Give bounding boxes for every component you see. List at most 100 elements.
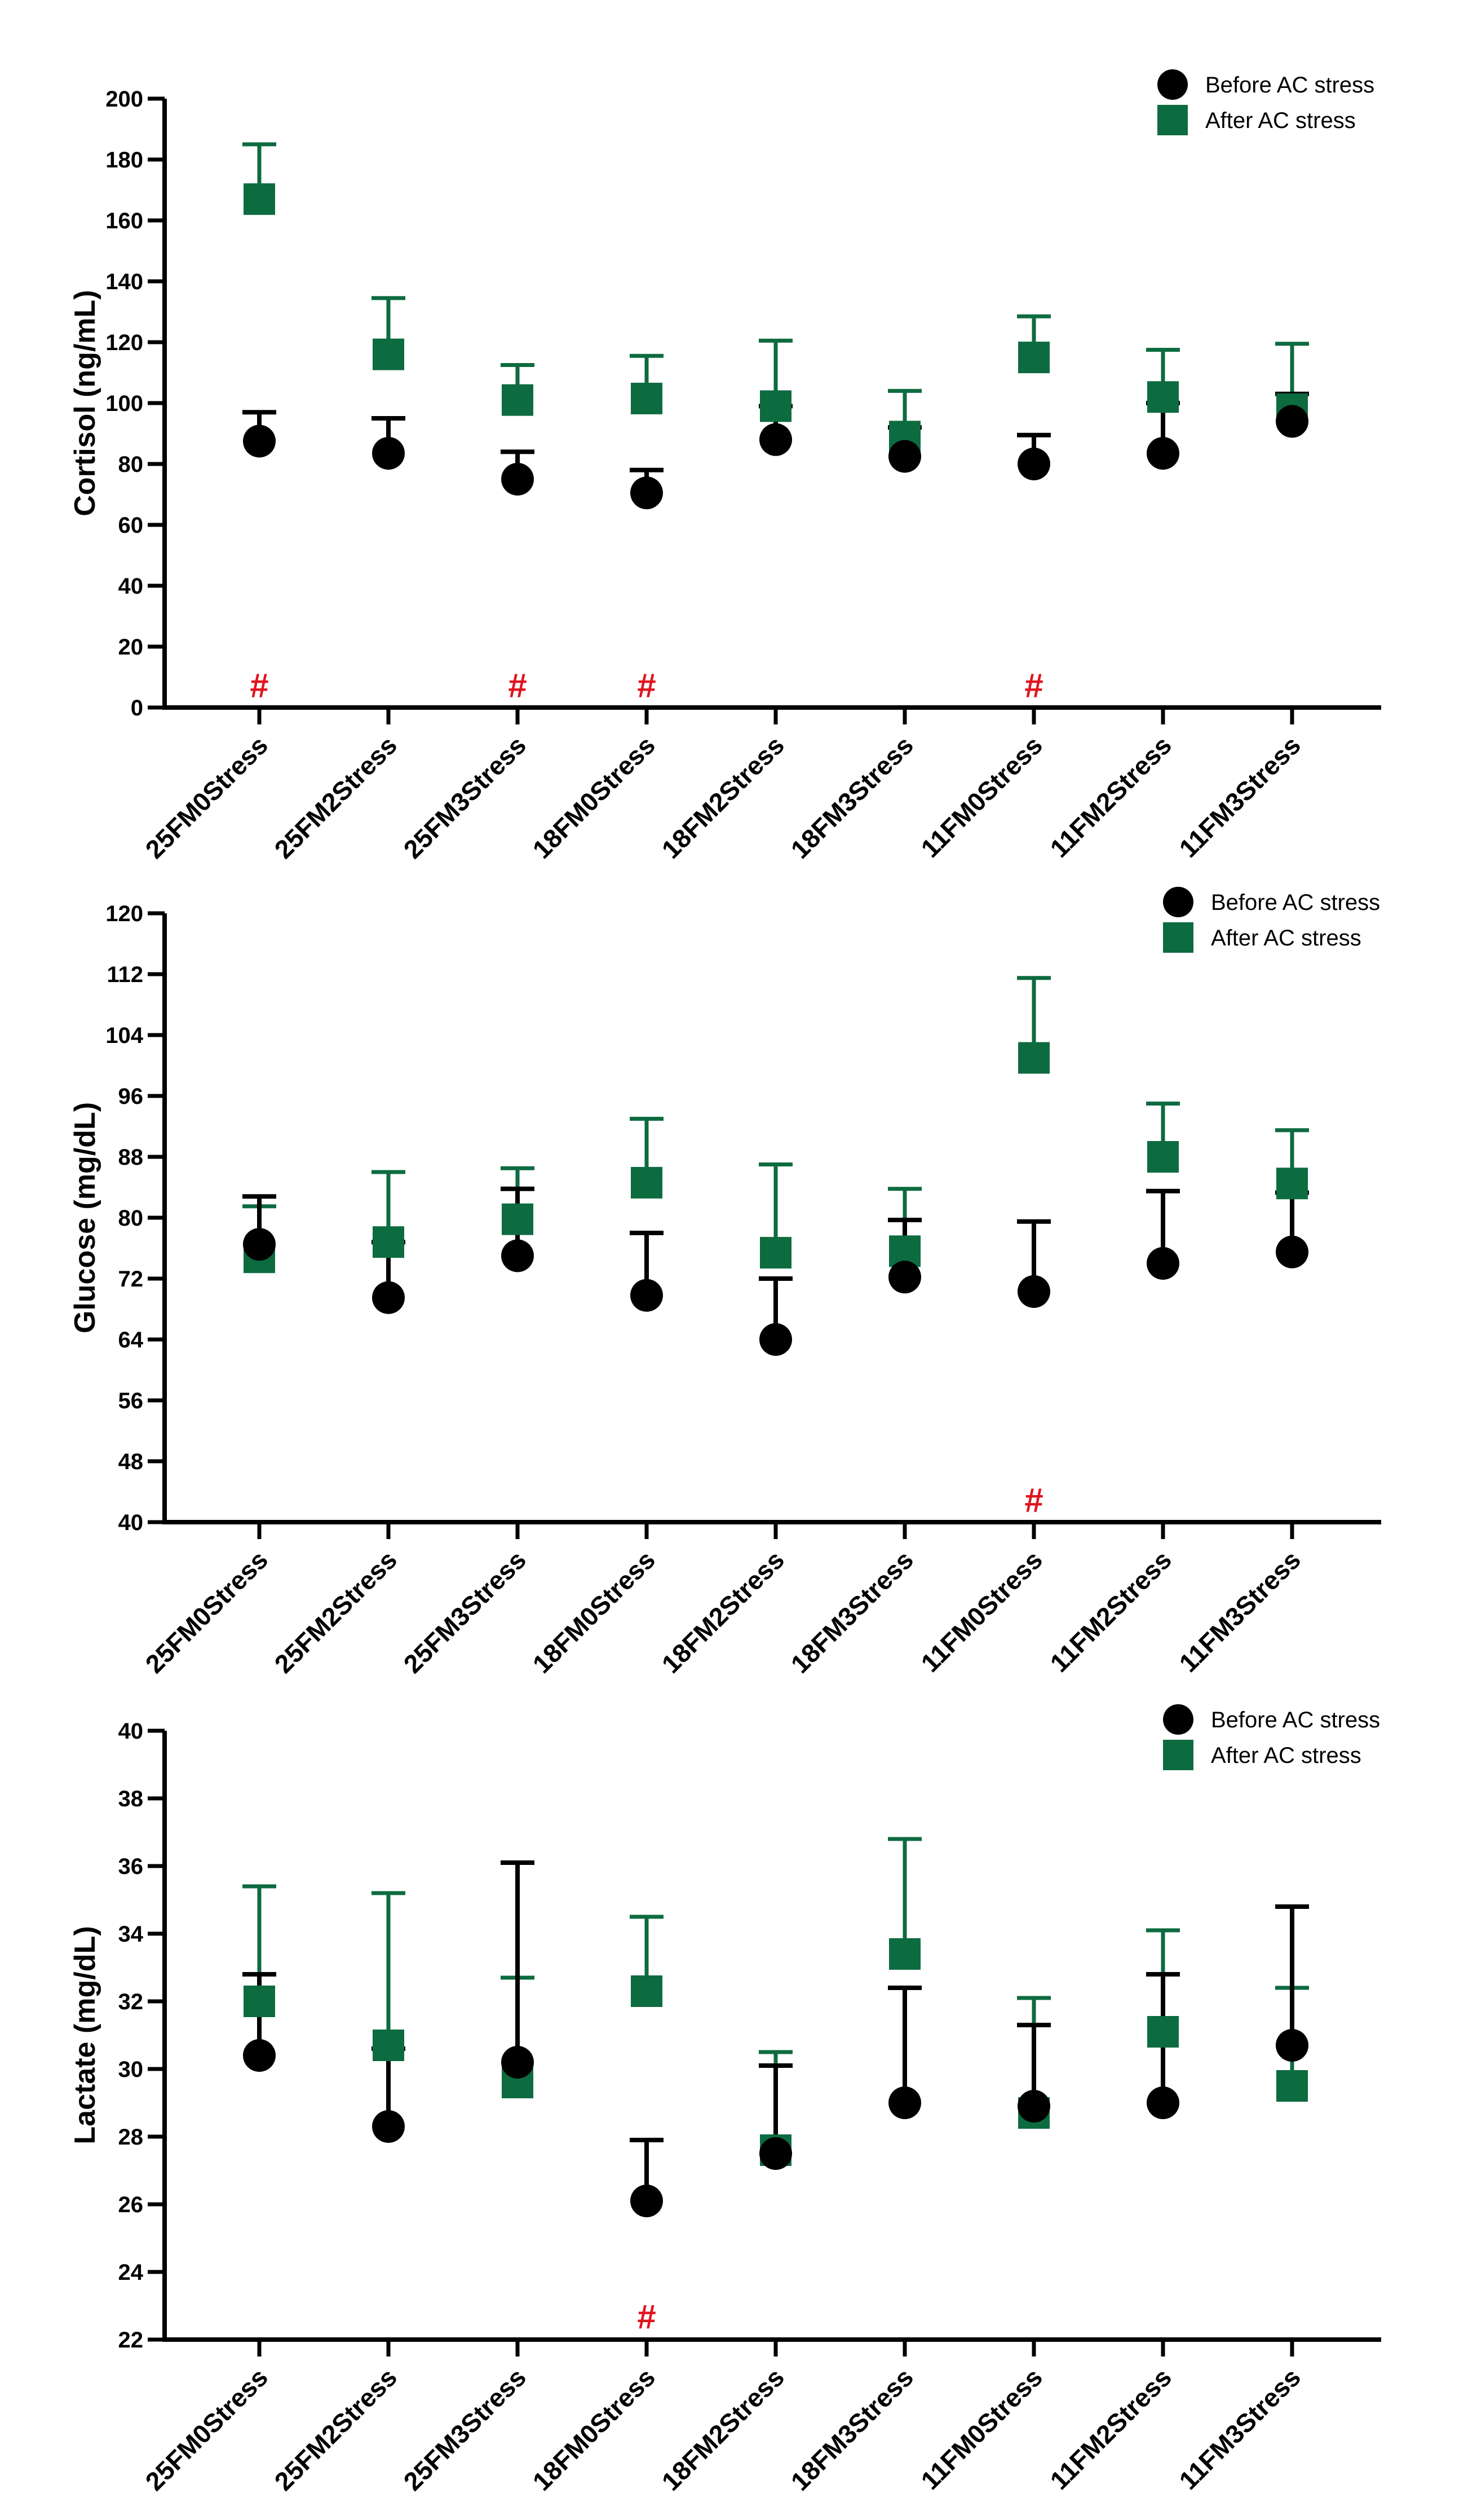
y-tick-label: 72 xyxy=(118,1267,144,1292)
before-point-11FM2Stress xyxy=(1147,2086,1179,2119)
x-tick-label: 25FM0Stress xyxy=(140,730,273,864)
y-tick-label: 34 xyxy=(118,1922,144,1947)
after-point-11FM3Stress xyxy=(1276,2070,1308,2102)
significance-marker: # xyxy=(1024,667,1043,705)
y-tick-label: 80 xyxy=(118,1206,144,1231)
before-point-11FM0Stress xyxy=(1018,448,1050,480)
y-tick-label: 96 xyxy=(118,1084,144,1109)
legend-before-label: Before AC stress xyxy=(1211,890,1380,915)
before-point-25FM2Stress xyxy=(372,1281,405,1314)
chart-panel-3: 22 24 26 28 30 32 34 36 38 40 Lactate (mg/dL) 25FM0… xyxy=(69,1704,1381,2496)
chart-panel-1: 0 20 40 60 80 100 120 140 160 180 200 Cortisol (ng/… xyxy=(69,69,1381,864)
before-point-25FM2Stress xyxy=(372,2110,405,2143)
before-point-11FM2Stress xyxy=(1147,437,1179,470)
x-tick-label: 11FM3Stress xyxy=(1173,730,1306,863)
after-point-11FM3Stress xyxy=(1276,1168,1308,1200)
x-tick-label: 18FM0Stress xyxy=(527,1545,661,1678)
before-point-18FM0Stress xyxy=(630,476,663,510)
before-point-25FM3Stress xyxy=(501,1239,534,1272)
x-tick-label: 18FM2Stress xyxy=(656,1545,790,1678)
x-tick-label: 25FM3Stress xyxy=(398,2362,532,2496)
after-point-18FM3Stress xyxy=(889,1938,921,1970)
before-point-25FM3Stress xyxy=(501,2046,534,2079)
y-axis-title: Cortisol (ng/mL) xyxy=(69,290,101,516)
y-tick-label: 40 xyxy=(118,1719,144,1744)
after-point-11FM2Stress xyxy=(1147,1141,1179,1173)
x-tick-label: 18FM2Stress xyxy=(656,730,790,864)
legend-after-marker xyxy=(1163,1740,1193,1770)
before-point-18FM2Stress xyxy=(759,1323,792,1356)
legend-before-marker xyxy=(1163,1704,1193,1735)
x-tick-label: 18FM0Stress xyxy=(527,2362,661,2496)
before-point-25FM0Stress xyxy=(243,425,276,458)
before-point-18FM3Stress xyxy=(888,440,921,473)
x-tick-label: 11FM3Stress xyxy=(1173,1545,1306,1678)
y-tick-label: 100 xyxy=(105,391,143,416)
y-tick-label: 0 xyxy=(131,696,143,720)
significance-marker: # xyxy=(250,667,268,705)
after-point-25FM2Stress xyxy=(373,2030,404,2061)
x-tick-label: 18FM3Stress xyxy=(785,730,919,864)
y-tick-label: 36 xyxy=(118,1854,144,1879)
y-tick-label: 80 xyxy=(118,452,144,477)
y-tick-label: 140 xyxy=(105,269,143,294)
legend-before-marker xyxy=(1157,69,1188,100)
x-tick-label: 18FM2Stress xyxy=(656,2362,790,2496)
y-tick-label: 28 xyxy=(118,2125,144,2150)
y-tick-label: 180 xyxy=(105,148,143,173)
y-tick-label: 32 xyxy=(118,1990,144,2014)
before-point-25FM3Stress xyxy=(501,463,534,496)
after-point-11FM0Stress xyxy=(1018,1042,1050,1074)
x-tick-label: 11FM2Stress xyxy=(1044,1545,1177,1678)
x-tick-label: 11FM0Stress xyxy=(915,2362,1048,2495)
y-tick-label: 26 xyxy=(118,2192,144,2217)
x-tick-label: 11FM3Stress xyxy=(1173,2362,1306,2495)
legend-after-marker xyxy=(1163,922,1193,953)
y-tick-label: 64 xyxy=(118,1328,144,1352)
x-tick-label: 11FM0Stress xyxy=(915,1545,1048,1678)
legend-after-label: After AC stress xyxy=(1205,108,1356,133)
x-tick-label: 25FM0Stress xyxy=(140,2362,273,2496)
x-tick-label: 11FM0Stress xyxy=(915,730,1048,863)
y-tick-label: 160 xyxy=(105,209,143,233)
legend-after-marker xyxy=(1157,105,1188,135)
x-tick-label: 25FM0Stress xyxy=(140,1545,273,1678)
y-tick-label: 22 xyxy=(118,2328,144,2353)
after-point-18FM0Stress xyxy=(631,1975,662,2007)
y-tick-label: 40 xyxy=(118,574,144,599)
x-tick-label: 11FM2Stress xyxy=(1044,730,1177,863)
significance-marker: # xyxy=(637,2298,656,2336)
y-tick-label: 30 xyxy=(118,2057,144,2082)
before-point-11FM3Stress xyxy=(1276,405,1308,438)
after-point-25FM3Stress xyxy=(502,384,533,416)
significance-marker: # xyxy=(637,667,656,705)
y-tick-label: 112 xyxy=(107,962,143,987)
after-point-18FM0Stress xyxy=(631,1166,662,1199)
legend-before-label: Before AC stress xyxy=(1211,1708,1380,1732)
before-point-11FM0Stress xyxy=(1018,2090,1050,2123)
before-point-18FM3Stress xyxy=(888,2086,921,2119)
x-tick-label: 18FM0Stress xyxy=(527,730,661,864)
after-point-25FM2Stress xyxy=(373,338,404,370)
before-point-18FM3Stress xyxy=(888,1261,921,1294)
x-tick-label: 18FM3Stress xyxy=(785,1545,919,1678)
legend-after-label: After AC stress xyxy=(1211,926,1361,950)
x-tick-label: 25FM2Stress xyxy=(269,2362,403,2496)
significance-marker: # xyxy=(1024,1482,1043,1519)
after-point-11FM0Stress xyxy=(1018,342,1050,373)
y-tick-label: 120 xyxy=(105,330,143,355)
y-axis-title: Lactate (mg/dL) xyxy=(69,1926,101,2144)
y-tick-label: 38 xyxy=(118,1787,144,1811)
x-tick-label: 18FM3Stress xyxy=(785,2362,919,2496)
y-tick-label: 56 xyxy=(118,1389,144,1413)
after-point-18FM0Stress xyxy=(631,382,662,414)
before-point-25FM2Stress xyxy=(372,437,405,470)
y-tick-label: 200 xyxy=(105,87,143,112)
chart-panel-2: 40 48 56 64 72 80 88 96 104 112 120 Glucose (mg/dL)… xyxy=(69,887,1381,1679)
y-tick-label: 48 xyxy=(118,1449,144,1474)
significance-marker: # xyxy=(508,667,527,705)
y-tick-label: 40 xyxy=(118,1510,144,1535)
y-axis-title: Glucose (mg/dL) xyxy=(69,1102,101,1333)
before-point-18FM2Stress xyxy=(759,423,792,456)
